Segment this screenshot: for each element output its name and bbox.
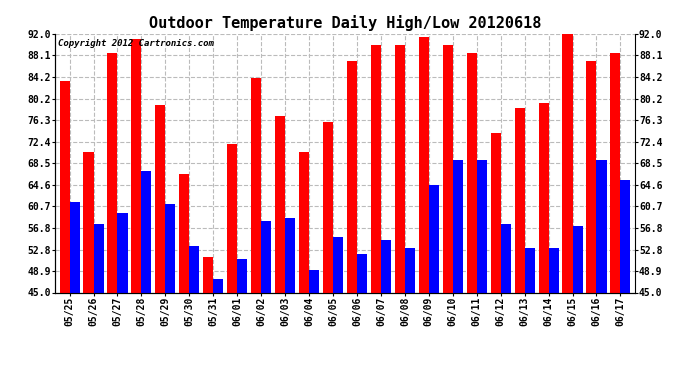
Bar — [179, 174, 189, 292]
Text: Copyright 2012 Cartronics.com: Copyright 2012 Cartronics.com — [58, 39, 214, 48]
Bar — [262, 221, 271, 292]
Bar — [299, 152, 309, 292]
Bar — [155, 105, 166, 292]
Bar — [586, 61, 596, 292]
Title: Outdoor Temperature Daily High/Low 20120618: Outdoor Temperature Daily High/Low 20120… — [149, 15, 541, 31]
Bar — [94, 224, 104, 292]
Bar — [453, 160, 463, 292]
Bar — [83, 152, 94, 292]
Bar — [573, 226, 582, 292]
Bar — [141, 171, 152, 292]
Bar — [117, 213, 128, 292]
Bar — [227, 144, 237, 292]
Bar — [562, 28, 573, 292]
Bar — [166, 204, 175, 292]
Bar — [204, 257, 213, 292]
Bar — [309, 270, 319, 292]
Bar — [501, 224, 511, 292]
Bar — [524, 249, 535, 292]
Bar — [285, 218, 295, 292]
Bar — [251, 78, 262, 292]
Bar — [443, 45, 453, 292]
Bar — [131, 39, 141, 292]
Bar — [70, 202, 79, 292]
Bar — [466, 53, 477, 292]
Bar — [491, 133, 501, 292]
Bar — [275, 116, 285, 292]
Bar — [405, 249, 415, 292]
Bar — [620, 180, 631, 292]
Bar — [611, 53, 620, 292]
Bar — [347, 61, 357, 292]
Bar — [59, 81, 70, 292]
Bar — [419, 36, 428, 292]
Bar — [477, 160, 486, 292]
Bar — [538, 103, 549, 292]
Bar — [213, 279, 224, 292]
Bar — [357, 254, 367, 292]
Bar — [333, 237, 343, 292]
Bar — [323, 122, 333, 292]
Bar — [371, 45, 381, 292]
Bar — [549, 249, 559, 292]
Bar — [381, 240, 391, 292]
Bar — [395, 45, 405, 292]
Bar — [596, 160, 607, 292]
Bar — [515, 108, 524, 292]
Bar — [428, 185, 439, 292]
Bar — [237, 260, 247, 292]
Bar — [108, 53, 117, 292]
Bar — [189, 246, 199, 292]
